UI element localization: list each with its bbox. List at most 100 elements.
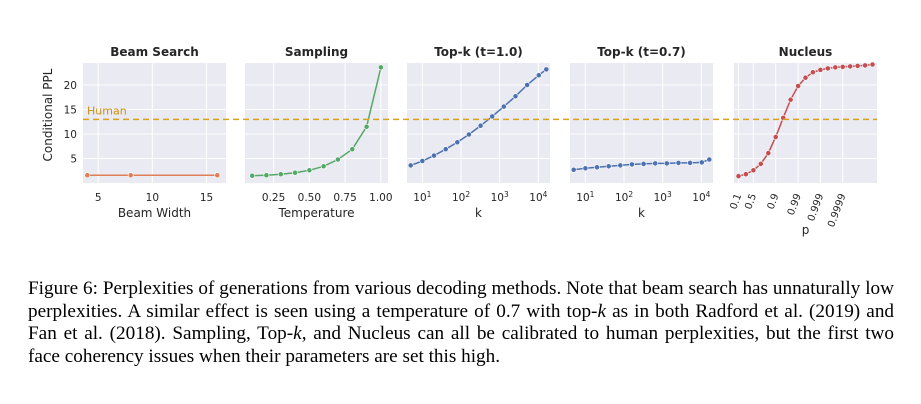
data-point (750, 167, 757, 174)
caption-text-2: as in both Radford et al. (2019) and Fan… (28, 300, 895, 345)
data-point (524, 82, 530, 88)
data-point (629, 161, 635, 168)
panel-nucleus: Nucleus 0.1 0.5 0.9 0.99 0.999 0.9999 p (729, 45, 877, 237)
data-point (582, 165, 589, 172)
series-line (252, 67, 382, 177)
caption-k-1: k (597, 300, 606, 322)
x-axis-label: k (475, 206, 482, 220)
data-point (442, 146, 449, 153)
data-point (512, 93, 519, 100)
data-point (817, 67, 824, 73)
data-point (675, 159, 682, 166)
human-reference-label: Human (87, 104, 127, 117)
panel-background (245, 63, 388, 183)
x-tick-label: 15 (200, 192, 213, 204)
x-tick-label: 104 (692, 190, 710, 204)
x-tick-label: 10 (146, 192, 159, 204)
panel-topk07: Top-k (t=0.7) 101 102 103 104 k (570, 45, 713, 220)
data-point (477, 122, 484, 129)
panel-beam: Beam Search 5 10 15 Beam Width 5 10 15 20 (64, 45, 226, 220)
x-tick-label: 102 (615, 190, 633, 204)
data-point (698, 159, 705, 166)
x-tick-label: 101 (576, 190, 594, 204)
data-point (334, 156, 341, 163)
panel-title: Nucleus (779, 45, 833, 59)
data-point (765, 150, 772, 156)
x-tick-label: 0.999 (806, 192, 826, 223)
data-point (84, 172, 91, 179)
panel-title: Sampling (285, 45, 348, 59)
data-point (640, 160, 647, 167)
x-tick-label: 0.25 (262, 192, 285, 204)
panel-sampling: Sampling 0.25 0.50 0.75 1.00 Temperature (245, 45, 393, 220)
y-tick-label: 20 (64, 80, 77, 92)
data-point (787, 96, 794, 103)
panel-title: Top-k (t=1.0) (434, 45, 523, 59)
data-point (772, 134, 779, 140)
data-point (706, 156, 713, 163)
data-point (832, 64, 839, 71)
data-point (652, 160, 659, 167)
data-point (862, 62, 868, 69)
x-axis-label: Beam Width (118, 206, 191, 220)
data-point (489, 113, 496, 120)
panel-title: Beam Search (110, 45, 199, 59)
panel-background (734, 63, 877, 183)
panel-title: Top-k (t=0.7) (597, 45, 686, 59)
x-tick-label: 0.9999 (826, 192, 848, 229)
data-point (349, 146, 356, 153)
data-point (500, 103, 507, 110)
data-point (363, 123, 370, 130)
data-point (127, 172, 134, 179)
perplexity-figure: Conditional PPL Beam Search 5 10 15 Beam Wid… (41, 45, 877, 237)
data-point (663, 160, 670, 167)
data-point (407, 162, 414, 169)
x-tick-label: 0.50 (298, 192, 321, 204)
panel-topk1: Top-k (t=1.0) 101 102 103 104 k (407, 45, 550, 220)
data-point (757, 160, 764, 167)
figure-caption: Figure 6: Perplexities of generations fr… (28, 278, 894, 368)
data-point (214, 172, 221, 179)
data-point (431, 152, 437, 159)
data-point (617, 162, 624, 169)
data-point (594, 164, 600, 171)
caption-k-2: k (293, 323, 302, 345)
x-tick-label: 104 (529, 190, 547, 204)
data-point (543, 66, 550, 73)
y-tick-label: 15 (64, 105, 77, 117)
data-point (292, 169, 298, 176)
caption-text-3: , and Nucleus can all be calibrated to h… (28, 323, 895, 367)
data-point (570, 166, 577, 173)
panel-background (83, 63, 226, 183)
chart-panels: Beam Search 5 10 15 Beam Width 5 10 15 20 Samplin… (64, 45, 877, 237)
data-point (535, 72, 542, 79)
data-point (743, 171, 749, 178)
data-point (854, 63, 861, 69)
x-axis-label: k (638, 206, 645, 220)
data-point (249, 172, 256, 179)
x-tick-label: 0.1 (729, 192, 745, 211)
y-tick-label: 10 (64, 129, 77, 141)
data-point (824, 65, 831, 72)
x-axis-label: Temperature (277, 206, 354, 220)
panel-background (407, 63, 550, 183)
caption-text-1: Perplexities of generations from various… (28, 278, 895, 322)
data-point (802, 74, 809, 81)
y-axis-label: Conditional PPL (41, 68, 55, 161)
data-point (320, 163, 327, 170)
data-point (377, 64, 384, 71)
data-point (277, 171, 284, 178)
data-point (687, 159, 693, 166)
data-point (605, 163, 612, 170)
data-point (869, 61, 876, 68)
x-tick-label: 103 (654, 190, 672, 204)
data-point (847, 63, 854, 70)
y-tick-label: 5 (70, 154, 77, 166)
data-point (839, 64, 846, 70)
data-point (810, 69, 816, 76)
x-tick-label: 1.00 (369, 192, 392, 204)
x-tick-label: 103 (491, 190, 509, 204)
x-tick-label: 0.9 (766, 192, 782, 211)
x-tick-label: 101 (413, 190, 431, 204)
x-tick-label: 0.75 (333, 192, 356, 204)
